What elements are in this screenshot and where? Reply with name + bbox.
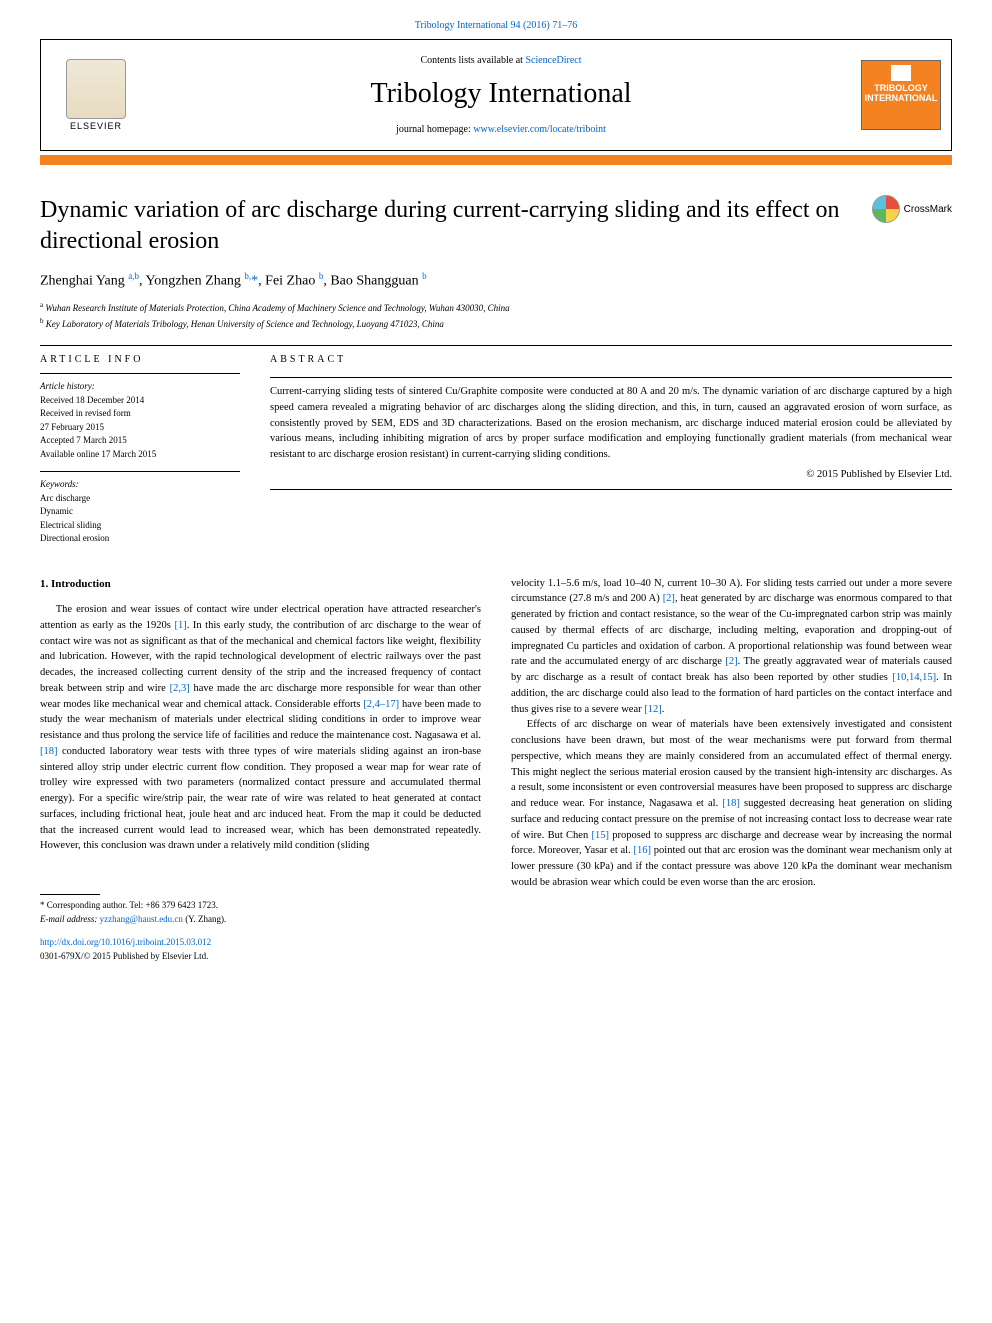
- running-header: Tribology International 94 (2016) 71–76: [40, 20, 952, 31]
- corr-prefix: * Corresponding author. Tel:: [40, 900, 145, 910]
- affiliations-block: a Wuhan Research Institute of Materials …: [40, 300, 952, 331]
- body-column-left: 1. Introduction The erosion and wear iss…: [40, 576, 481, 964]
- journal-masthead: ELSEVIER Contents lists available at Sci…: [40, 39, 952, 151]
- article-info-column: ARTICLE INFO Article history: Received 1…: [40, 352, 240, 556]
- accent-bar: [40, 155, 952, 165]
- corr-tel: +86 379 6423 1723.: [145, 900, 218, 910]
- keyword: Dynamic: [40, 505, 240, 519]
- journal-cover-badge: TRIBOLOGY INTERNATIONAL: [861, 60, 941, 130]
- doi-link[interactable]: http://dx.doi.org/10.1016/j.triboint.201…: [40, 937, 211, 947]
- sciencedirect-link[interactable]: ScienceDirect: [525, 55, 581, 66]
- elsevier-label: ELSEVIER: [70, 121, 122, 131]
- header-citation-link[interactable]: Tribology International 94 (2016) 71–76: [415, 20, 577, 31]
- crossmark-badge[interactable]: CrossMark: [872, 195, 952, 223]
- history-line: 27 February 2015: [40, 421, 240, 435]
- badge-icon: [891, 65, 911, 81]
- crossmark-icon: [872, 195, 900, 223]
- abstract-text: Current-carrying sliding tests of sinter…: [270, 384, 952, 463]
- section-1-heading: 1. Introduction: [40, 576, 481, 593]
- rule-above-meta: [40, 345, 952, 346]
- rule-under-abstract: [270, 489, 952, 490]
- article-title: Dynamic variation of arc discharge durin…: [40, 195, 872, 257]
- affiliation: a Wuhan Research Institute of Materials …: [40, 300, 952, 316]
- crossmark-label: CrossMark: [904, 204, 952, 215]
- article-info-heading: ARTICLE INFO: [40, 352, 240, 367]
- rule-under-abstract-heading: [270, 377, 952, 378]
- title-row: Dynamic variation of arc discharge durin…: [40, 195, 952, 257]
- history-line: Available online 17 March 2015: [40, 448, 240, 462]
- badge-line2: INTERNATIONAL: [865, 93, 938, 103]
- history-line: Accepted 7 March 2015: [40, 434, 240, 448]
- corr-line: * Corresponding author. Tel: +86 379 642…: [40, 899, 481, 913]
- history-line: Received 18 December 2014: [40, 394, 240, 408]
- affiliation: b Key Laboratory of Materials Tribology,…: [40, 316, 952, 332]
- elsevier-tree-icon: [66, 59, 126, 119]
- authors-line: Zhenghai Yang a,b, Yongzhen Zhang b,*, F…: [40, 271, 952, 290]
- keyword: Electrical sliding: [40, 519, 240, 533]
- history-line: Received in revised form: [40, 407, 240, 421]
- meta-abstract-row: ARTICLE INFO Article history: Received 1…: [40, 352, 952, 556]
- email-line: E-mail address: yzzhang@haust.edu.cn (Y.…: [40, 913, 481, 927]
- doi-line: http://dx.doi.org/10.1016/j.triboint.201…: [40, 936, 481, 950]
- journal-name: Tribology International: [141, 78, 861, 110]
- homepage-prefix: journal homepage:: [396, 124, 473, 135]
- history-label: Article history:: [40, 380, 240, 394]
- contents-prefix: Contents lists available at: [420, 55, 525, 66]
- body-paragraph: velocity 1.1–5.6 m/s, load 10–40 N, curr…: [511, 576, 952, 718]
- contents-line: Contents lists available at ScienceDirec…: [141, 55, 861, 66]
- abstract-copyright: © 2015 Published by Elsevier Ltd.: [270, 467, 952, 483]
- homepage-line: journal homepage: www.elsevier.com/locat…: [141, 124, 861, 135]
- email-label: E-mail address:: [40, 914, 100, 924]
- body-columns: 1. Introduction The erosion and wear iss…: [40, 576, 952, 964]
- elsevier-logo: ELSEVIER: [51, 50, 141, 140]
- masthead-center: Contents lists available at ScienceDirec…: [141, 55, 861, 135]
- keywords-block: Keywords: Arc dischargeDynamicElectrical…: [40, 478, 240, 546]
- badge-line1: TRIBOLOGY: [874, 83, 928, 93]
- email-suffix: (Y. Zhang).: [183, 914, 226, 924]
- corresponding-author-footer: * Corresponding author. Tel: +86 379 642…: [40, 894, 481, 963]
- keyword: Directional erosion: [40, 532, 240, 546]
- body-paragraph: The erosion and wear issues of contact w…: [40, 602, 481, 854]
- footer-divider: [40, 894, 100, 895]
- homepage-link[interactable]: www.elsevier.com/locate/triboint: [473, 124, 606, 135]
- keyword: Arc discharge: [40, 492, 240, 506]
- abstract-column: ABSTRACT Current-carrying sliding tests …: [270, 352, 952, 556]
- issn-line: 0301-679X/© 2015 Published by Elsevier L…: [40, 950, 481, 964]
- body-paragraph: Effects of arc discharge on wear of mate…: [511, 717, 952, 890]
- rule-under-article-info: [40, 373, 240, 374]
- abstract-heading: ABSTRACT: [270, 352, 952, 367]
- corr-email-link[interactable]: yzzhang@haust.edu.cn: [100, 914, 183, 924]
- body-column-right: velocity 1.1–5.6 m/s, load 10–40 N, curr…: [511, 576, 952, 964]
- article-history-block: Article history: Received 18 December 20…: [40, 380, 240, 461]
- keywords-label: Keywords:: [40, 478, 240, 492]
- meta-divider: [40, 471, 240, 472]
